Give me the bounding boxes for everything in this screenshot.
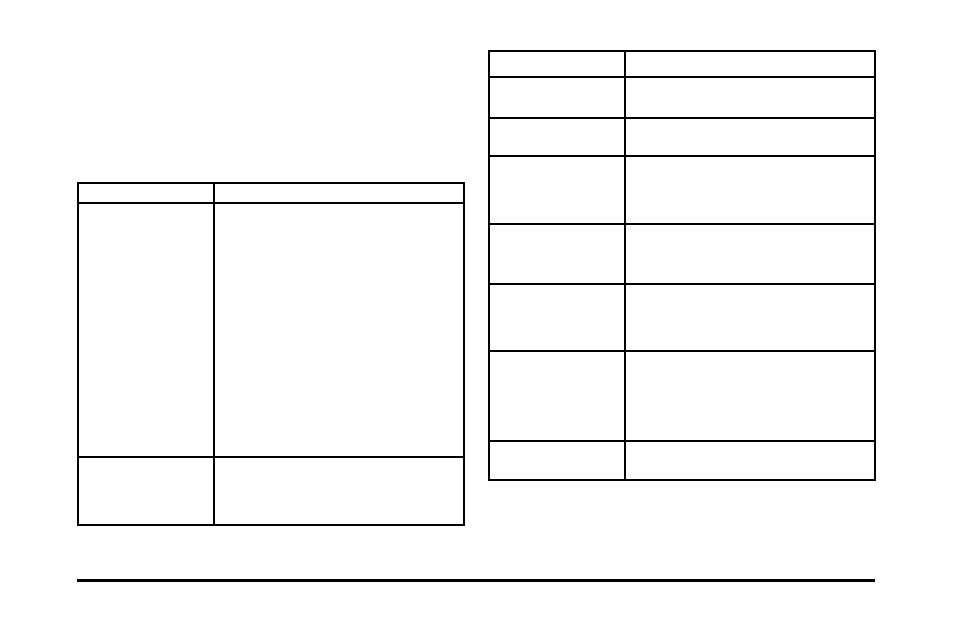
table-cell [214, 183, 464, 203]
table-cell [489, 118, 625, 156]
table-row [489, 51, 875, 77]
table-cell [214, 203, 464, 457]
table-cell [489, 51, 625, 77]
table-cell [78, 203, 214, 457]
table-row [78, 183, 464, 203]
table-row [489, 441, 875, 480]
table-cell [625, 284, 875, 351]
table-cell [489, 77, 625, 118]
table-cell [625, 224, 875, 284]
table-row [78, 457, 464, 525]
table-cell [625, 51, 875, 77]
table-cell [78, 457, 214, 525]
table-row [78, 203, 464, 457]
table-cell [489, 156, 625, 224]
table-cell [214, 457, 464, 525]
table-row [489, 118, 875, 156]
left-table [77, 182, 465, 526]
page [0, 0, 954, 636]
table-row [489, 284, 875, 351]
table-cell [625, 77, 875, 118]
right-table [488, 50, 876, 481]
table-cell [489, 284, 625, 351]
table-row [489, 156, 875, 224]
table-cell [78, 183, 214, 203]
table-row [489, 77, 875, 118]
table-cell [625, 118, 875, 156]
table-cell [489, 441, 625, 480]
table-cell [625, 156, 875, 224]
table-row [489, 224, 875, 284]
table-cell [489, 351, 625, 441]
table-cell [625, 351, 875, 441]
footer-rule [77, 579, 875, 582]
table-row [489, 351, 875, 441]
table-cell [625, 441, 875, 480]
table-cell [489, 224, 625, 284]
